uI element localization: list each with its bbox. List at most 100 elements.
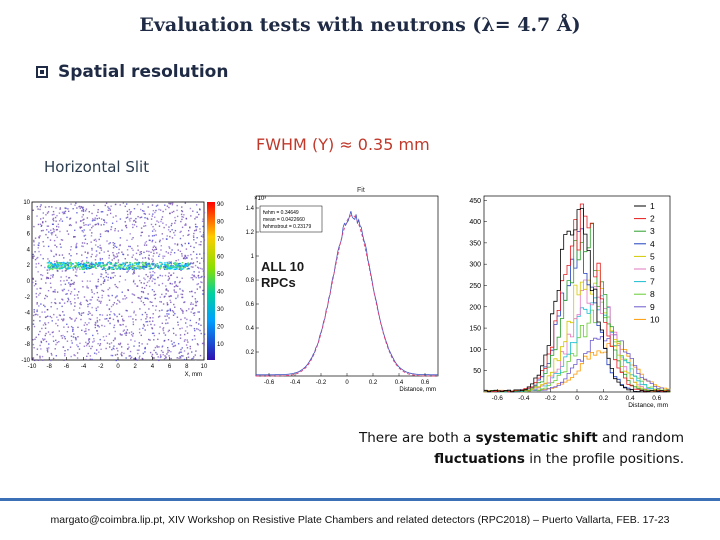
multi-y-tick: 50 (473, 368, 481, 375)
fit-y-tick: 1 (251, 254, 255, 260)
colorbar-tick: 20 (217, 325, 224, 331)
multi-y-tick: 100 (469, 347, 481, 354)
heatmap-x-tick: -6 (64, 364, 70, 370)
heatmap-x-tick: 4 (151, 364, 155, 370)
heatmap-x-tick: 10 (201, 364, 208, 370)
footer-citation: margato@coimbra.lip.pt, XIV Workshop on … (50, 514, 670, 526)
note-bold-fluctuations: fluctuations (434, 451, 525, 467)
heatmap-y-tick: 4 (27, 247, 31, 253)
heatmap-x-tick: -10 (28, 364, 37, 370)
heatmap-x-tick: -8 (47, 364, 53, 370)
fit-x-tick: 0.4 (395, 380, 404, 386)
heatmap-x-tick: -2 (98, 364, 104, 370)
multi-y-tick: 350 (469, 240, 481, 247)
fit-stat-line: fwhmstrout = 0.23179 (263, 224, 311, 230)
fit-y-tick: 0.6 (246, 302, 255, 308)
fit-y-tick: 0.2 (246, 350, 255, 356)
fit-x-tick: 0.2 (369, 380, 378, 386)
heatmap-y-tick: -8 (25, 342, 31, 348)
horizontal-slit-label: Horizontal Slit (44, 158, 150, 176)
multi-y-tick: 450 (469, 198, 481, 205)
checkbox-bullet-icon (36, 66, 48, 78)
heatmap-y-tick: 0 (27, 279, 31, 285)
footer-divider (0, 498, 720, 501)
multi-y-tick: 200 (469, 304, 481, 311)
fit-y-exponent: ×10³ (254, 196, 266, 202)
fit-x-tick: 0.6 (421, 380, 430, 386)
multi-x-tick: 0.6 (652, 395, 661, 402)
fit-gaussian-curve (256, 214, 438, 377)
fit-x-tick: 0 (345, 380, 349, 386)
fwhm-label: FWHM (Y) ≈ 0.35 mm (256, 135, 430, 154)
heatmap-x-tick: 8 (185, 364, 189, 370)
multi-x-tick: 0.2 (599, 395, 608, 402)
heatmap-chart: -10 -8 -6 -4 -2 0 2 4 6 8 10 10 8 6 4 20 -2 -4 -6 -8 -10 X, m… (20, 196, 242, 378)
fit-y-tick: 0.4 (246, 326, 255, 332)
fit-x-tick: -0.2 (316, 380, 327, 386)
multi-x-tick: -0.4 (518, 395, 530, 402)
heatmap-y-tick: -10 (21, 358, 30, 364)
legend-label: 7 (650, 277, 655, 287)
colorbar-tick: 40 (217, 290, 224, 296)
heatmap-y-tick: 6 (27, 232, 31, 238)
legend-label: 3 (650, 226, 655, 236)
multi-x-label: Distance, mm (628, 402, 668, 409)
fit-stat-line: fwhm = 0.34649 (263, 210, 299, 216)
colorbar-tick: 80 (217, 219, 224, 225)
legend-label: 6 (650, 264, 655, 274)
fit-title: Fit (357, 187, 365, 194)
multi-y-tick: 150 (469, 326, 481, 333)
fit-annotation-line: ALL 10 (261, 259, 304, 274)
heatmap-x-label: X, mm (185, 372, 202, 378)
legend-label: 4 (650, 239, 655, 249)
colorbar-tick: 60 (217, 254, 224, 260)
legend-label: 9 (650, 302, 655, 312)
multi-y-tick: 250 (469, 283, 481, 290)
fit-y-tick: 1.4 (246, 206, 255, 212)
legend-label: 2 (650, 214, 655, 224)
legend-label: 10 (650, 314, 660, 324)
legend-label: 8 (650, 289, 655, 299)
fit-x-tick: -0.6 (264, 380, 275, 386)
fit-stat-line: mean = 0.0422660 (263, 217, 305, 223)
heatmap-colorbar (207, 202, 215, 360)
heatmap-y-tick: -6 (25, 326, 31, 332)
fit-x-tick: -0.4 (290, 380, 301, 386)
heatmap-y-tick: -2 (25, 295, 31, 301)
colorbar-tick: 70 (217, 237, 224, 243)
fit-annotation-line: RPCs (261, 275, 296, 290)
multi-x-tick: 0.4 (626, 395, 635, 402)
legend-label: 5 (650, 251, 655, 261)
heatmap-slit-band (46, 261, 191, 271)
fit-y-tick: 0.8 (246, 278, 255, 284)
per-rpc-profile-chart: 1 2 3 4 5 6 7 8 9 10 -0.6 -0.4 -0.2 0 0.2 0.4 0.6 450 400 3… (450, 190, 674, 412)
heatmap-background-counts (32, 202, 206, 362)
multi-x-tick: -0.6 (492, 395, 504, 402)
multi-x-tick: -0.2 (545, 395, 557, 402)
fit-histogram-line (256, 211, 438, 376)
fit-y-tick: 1.2 (246, 230, 255, 236)
heatmap-frame (31, 201, 205, 361)
multi-y-tick: 300 (469, 262, 481, 269)
legend-label: 1 (650, 201, 655, 211)
heatmap-y-tick: 10 (23, 200, 30, 206)
multi-y-tick: 400 (469, 219, 481, 226)
bullet-row: Spatial resolution (36, 62, 228, 82)
colorbar-tick: 10 (217, 342, 224, 348)
note-bold-systematic: systematic shift (475, 430, 598, 446)
heatmap-y-tick: -4 (25, 311, 31, 317)
heatmap-y-tick: 8 (27, 216, 31, 222)
fit-x-label: Distance, mm (399, 387, 436, 393)
fit-stats-box (259, 205, 323, 233)
series-line-1 (484, 208, 671, 393)
colorbar-tick: 90 (217, 202, 224, 208)
colorbar-tick: 50 (217, 272, 224, 278)
heatmap-x-tick: 6 (168, 364, 172, 370)
heatmap-x-tick: -4 (81, 364, 87, 370)
slide-title: Evaluation tests with neutrons (λ= 4.7 Å… (139, 14, 581, 36)
multi-x-tick: 0 (575, 395, 579, 402)
colorbar-tick: 30 (217, 307, 224, 313)
heatmap-y-tick: 2 (27, 263, 31, 269)
conclusion-note: There are both a systematic shift and ra… (358, 430, 684, 467)
